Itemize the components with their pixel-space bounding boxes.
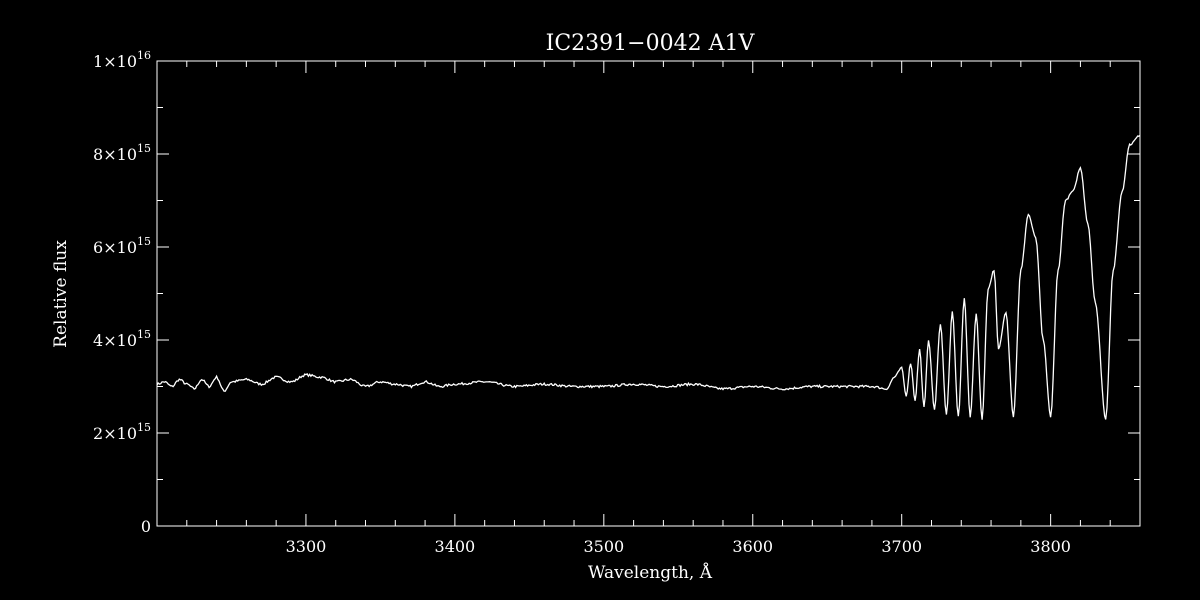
- y-tick-labels: 0 2×1015 4×1015 6×1015 8×1015 1×1016: [93, 49, 151, 536]
- x-tick-label: 3700: [881, 537, 922, 556]
- y-tick-label: 6×1015: [93, 235, 151, 257]
- y-tick-label: 8×1015: [93, 142, 151, 164]
- x-tick-labels: 3300 3400 3500 3600 3700 3800: [286, 537, 1071, 556]
- chart-title: IC2391−0042 A1V: [546, 31, 756, 56]
- y-axis-label: Relative flux: [51, 240, 71, 348]
- y-tick-label: 4×1015: [93, 328, 151, 350]
- y-tick-label: 0: [141, 517, 151, 536]
- x-axis-ticks: [186, 61, 1111, 526]
- x-tick-label: 3500: [583, 537, 624, 556]
- x-axis-label: Wavelength, Å: [588, 562, 713, 583]
- y-tick-label: 2×1015: [93, 421, 151, 443]
- y-axis-ticks: [157, 107, 1140, 480]
- series-line-spectrum: [156, 134, 1141, 420]
- y-tick-label: 1×1016: [93, 49, 151, 71]
- x-tick-label: 3600: [732, 537, 773, 556]
- x-tick-label: 3800: [1030, 537, 1071, 556]
- x-tick-label: 3300: [286, 537, 327, 556]
- x-tick-label: 3400: [435, 537, 476, 556]
